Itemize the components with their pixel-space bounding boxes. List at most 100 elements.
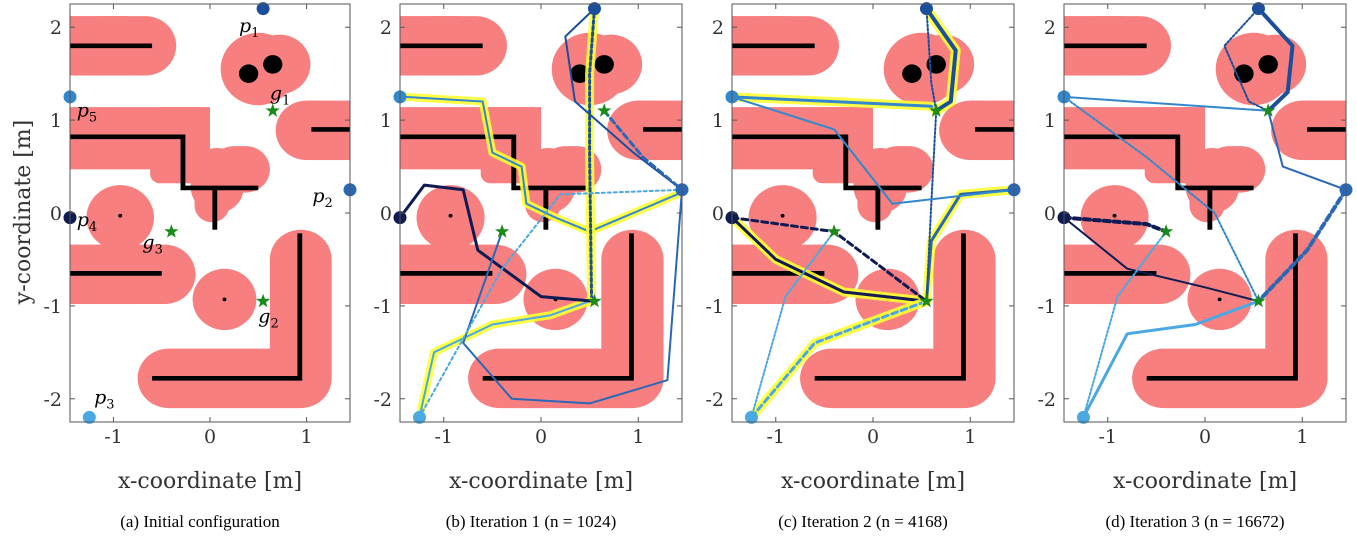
panel-caption: (d) Iteration 3 (n = 16672) xyxy=(1105,512,1284,531)
y-tick-label: 1 xyxy=(50,110,62,132)
goal-star xyxy=(827,224,842,238)
agent-start-dot xyxy=(1251,2,1265,16)
map-area xyxy=(732,4,1014,419)
x-tick-label: 0 xyxy=(535,426,547,448)
trajectory xyxy=(924,6,958,113)
agent-start-dot xyxy=(412,410,426,424)
goal-star xyxy=(1251,293,1266,308)
agent-start-dot xyxy=(744,410,758,424)
x-tick-label: -1 xyxy=(435,426,454,448)
y-tick-label: -2 xyxy=(43,389,62,411)
y-tick-label: 2 xyxy=(380,17,392,39)
y-tick-label: 0 xyxy=(50,203,62,225)
x-tick-label: 1 xyxy=(1296,426,1308,448)
x-axis-label: x-coordinate [m] xyxy=(781,469,965,494)
y-tick-label: 2 xyxy=(50,17,62,39)
goal-star xyxy=(597,103,612,117)
agent-label: p4 xyxy=(77,209,97,235)
trajectory xyxy=(1223,7,1270,112)
goal-star xyxy=(1261,103,1276,117)
goal-star xyxy=(1159,224,1174,238)
x-tick-label: -1 xyxy=(104,426,123,448)
x-tick-label: 0 xyxy=(1199,426,1211,448)
goal-star xyxy=(919,293,934,308)
trajectory xyxy=(418,300,591,419)
obstacle-map xyxy=(1064,16,1346,408)
goal-star xyxy=(929,103,944,117)
trajectory xyxy=(1082,230,1168,419)
trajectory xyxy=(750,230,836,419)
x-axis-label: x-coordinate [m] xyxy=(1113,469,1297,494)
trajectory xyxy=(1256,6,1295,113)
y-tick-label: 1 xyxy=(1044,110,1056,132)
obstacle-map xyxy=(70,16,350,408)
y-tick-label: -1 xyxy=(373,296,392,318)
y-tick-label: -1 xyxy=(43,296,62,318)
y-tick-label: 2 xyxy=(712,17,724,39)
map-area xyxy=(70,16,350,408)
trajectory xyxy=(462,188,682,405)
trajectory xyxy=(1064,95,1260,303)
y-tick-label: 0 xyxy=(380,203,392,225)
trajectory xyxy=(732,95,1014,205)
y-tick-label: -2 xyxy=(373,389,392,411)
y-tick-label: -2 xyxy=(705,389,724,411)
map-area xyxy=(1064,9,1346,418)
goal-star xyxy=(587,293,602,308)
trajectory xyxy=(602,109,682,192)
x-tick-label: -1 xyxy=(1099,426,1118,448)
x-axis-label: x-coordinate [m] xyxy=(449,469,633,494)
x-tick-label: 1 xyxy=(964,426,976,448)
trajectory xyxy=(732,216,928,303)
goal-star xyxy=(265,103,280,117)
x-tick-label: -1 xyxy=(767,426,786,448)
x-tick-label: 0 xyxy=(867,426,879,448)
trajectory xyxy=(1064,215,1169,234)
map-area xyxy=(400,9,682,418)
trajectory xyxy=(1064,95,1270,112)
agent-label: g1 xyxy=(270,83,290,109)
goal-star xyxy=(256,293,271,308)
y-tick-label: 2 xyxy=(1044,17,1056,39)
goal-star xyxy=(495,224,510,238)
y-tick-label: -1 xyxy=(1037,296,1056,318)
y-tick-label: 1 xyxy=(380,110,392,132)
agent-label: g3 xyxy=(142,231,162,257)
trajectory xyxy=(1064,216,1260,303)
obstacle-map xyxy=(732,16,1014,408)
agent-start-dot xyxy=(82,410,96,424)
y-tick-label: -2 xyxy=(1037,389,1056,411)
y-tick-label: 0 xyxy=(712,203,724,225)
panel-caption: (c) Iteration 2 (n = 4168) xyxy=(778,512,948,531)
agent-start-dot xyxy=(919,2,933,16)
panel-c: -1 0 1 2 1 0 -1 -2 x-coordinate [m] (c) Iteration… xyxy=(705,2,1021,531)
x-tick-label: 1 xyxy=(632,426,644,448)
panel-d: -1 0 1 2 1 0 -1 -2 x-coordinate [m] (d) Iteration… xyxy=(1037,2,1353,531)
agent-start-dot xyxy=(256,2,270,16)
trajectory xyxy=(1256,187,1346,304)
agent-label: p2 xyxy=(312,185,332,211)
x-axis-label: x-coordinate [m] xyxy=(118,469,302,494)
agent-label: p3 xyxy=(94,386,114,412)
y-tick-label: 0 xyxy=(1044,203,1056,225)
x-tick-label: 1 xyxy=(301,426,313,448)
y-axis-label: y-coordinate [m] xyxy=(11,120,36,305)
agent-label: p5 xyxy=(77,99,97,125)
goal-star xyxy=(164,224,179,238)
panel-caption: (a) Initial configuration xyxy=(120,512,280,531)
x-tick-label: 0 xyxy=(204,426,216,448)
agent-start-dot xyxy=(1076,410,1090,424)
trajectory xyxy=(1267,109,1346,191)
y-tick-label: -1 xyxy=(705,296,724,318)
trajectory xyxy=(564,7,682,191)
agent-start-dot xyxy=(587,2,601,16)
agent-label: p1 xyxy=(239,15,259,41)
trajectory xyxy=(1081,299,1260,419)
y-tick-label: 1 xyxy=(712,110,724,132)
panel-b: -1 0 1 2 1 0 -1 -2 x-coordinate [m] (b) Iteration… xyxy=(373,2,689,531)
trajectory xyxy=(418,188,682,419)
agent-label: g2 xyxy=(258,306,278,332)
trajectory xyxy=(749,299,928,419)
panel-a: -1 0 1 2 1 0 -1 -2 x-coordinate [m] (a) Initial c… xyxy=(43,2,357,531)
